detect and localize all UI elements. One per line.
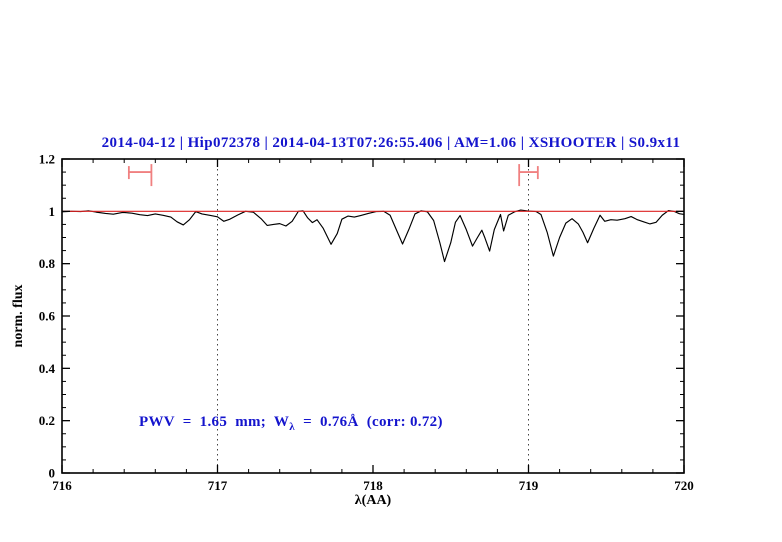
x-tick-label: 720 <box>674 478 694 493</box>
lambda-subscript: λ <box>289 421 295 433</box>
y-tick-label: 0 <box>49 466 56 481</box>
x-tick-label: 718 <box>363 478 383 493</box>
spectrum-series <box>61 209 685 263</box>
x-axis-title: λ(AA) <box>354 493 392 508</box>
x-tick-label: 719 <box>519 478 539 493</box>
spectrum-line <box>61 209 685 263</box>
pwv-annotation-text-2: = 0.76Å (corr: 0.72) <box>294 414 443 430</box>
y-tick-label: 0.6 <box>39 309 56 324</box>
y-tick-label: 0.8 <box>39 256 56 271</box>
pwv-band-marker <box>518 164 539 187</box>
y-tick-label: 0.2 <box>39 413 55 428</box>
y-tick-label: 1.2 <box>39 152 55 167</box>
y-tick-label: 0.4 <box>39 361 56 376</box>
y-tick-label: 1 <box>49 204 56 219</box>
axis-tick-labels: 716 717 718 719 720 0 0.2 0.4 0.6 0.8 1 1.2 <box>39 152 694 494</box>
pwv-band-marker <box>127 164 153 187</box>
x-tick-label: 717 <box>208 478 228 493</box>
pwv-annotation: PWV = 1.65 mm; Wλ = 0.76Å (corr: 0.72) <box>139 414 443 433</box>
plot-frame <box>61 158 685 474</box>
y-axis-title: norm. flux <box>11 284 26 348</box>
plot-title: 2014-04-12 | Hip072378 | 2014-04-13T07:2… <box>101 135 681 151</box>
pwv-band-markers <box>127 164 539 187</box>
pwv-annotation-text: PWV = 1.65 mm; W <box>139 414 290 430</box>
x-tick-label: 716 <box>52 478 72 493</box>
